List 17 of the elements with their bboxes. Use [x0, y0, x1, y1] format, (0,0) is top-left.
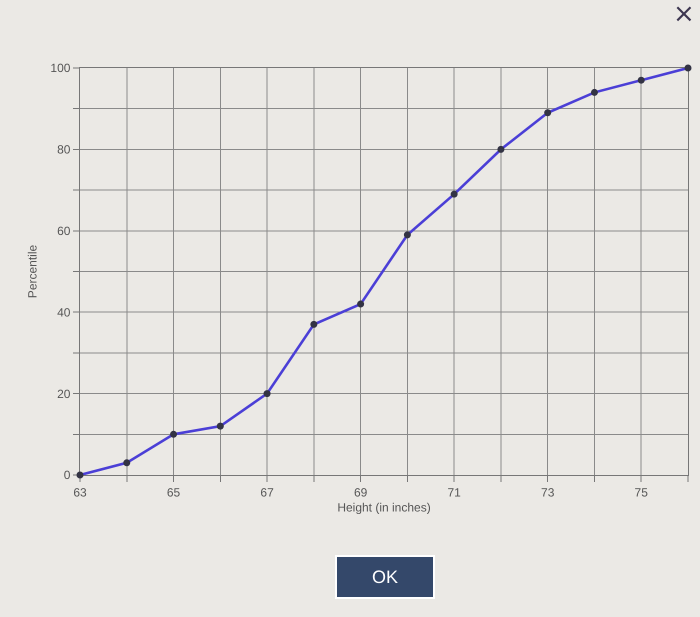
- y-tick-label: 80: [57, 142, 71, 157]
- x-tick-label: 69: [354, 486, 368, 500]
- y-tick-label: 0: [64, 468, 71, 482]
- x-tick-label: 71: [447, 486, 462, 500]
- y-tick-label: 60: [57, 224, 71, 238]
- x-tick-label: 65: [166, 486, 181, 500]
- x-axis-title: Height (in inches): [337, 500, 431, 514]
- text: ×: [673, 0, 695, 29]
- y-axis-title: Percentile: [26, 244, 40, 298]
- y-tick-label: 20: [57, 386, 71, 401]
- y-tick-label: 40: [57, 305, 71, 320]
- x-tick-label: 75: [634, 486, 648, 500]
- x-tick-label: 67: [260, 486, 274, 500]
- x-tick-label: 63: [73, 486, 87, 500]
- x-tick-label: 73: [541, 486, 555, 500]
- y-tick-label: 100: [50, 61, 71, 76]
- text: OK: [372, 567, 398, 587]
